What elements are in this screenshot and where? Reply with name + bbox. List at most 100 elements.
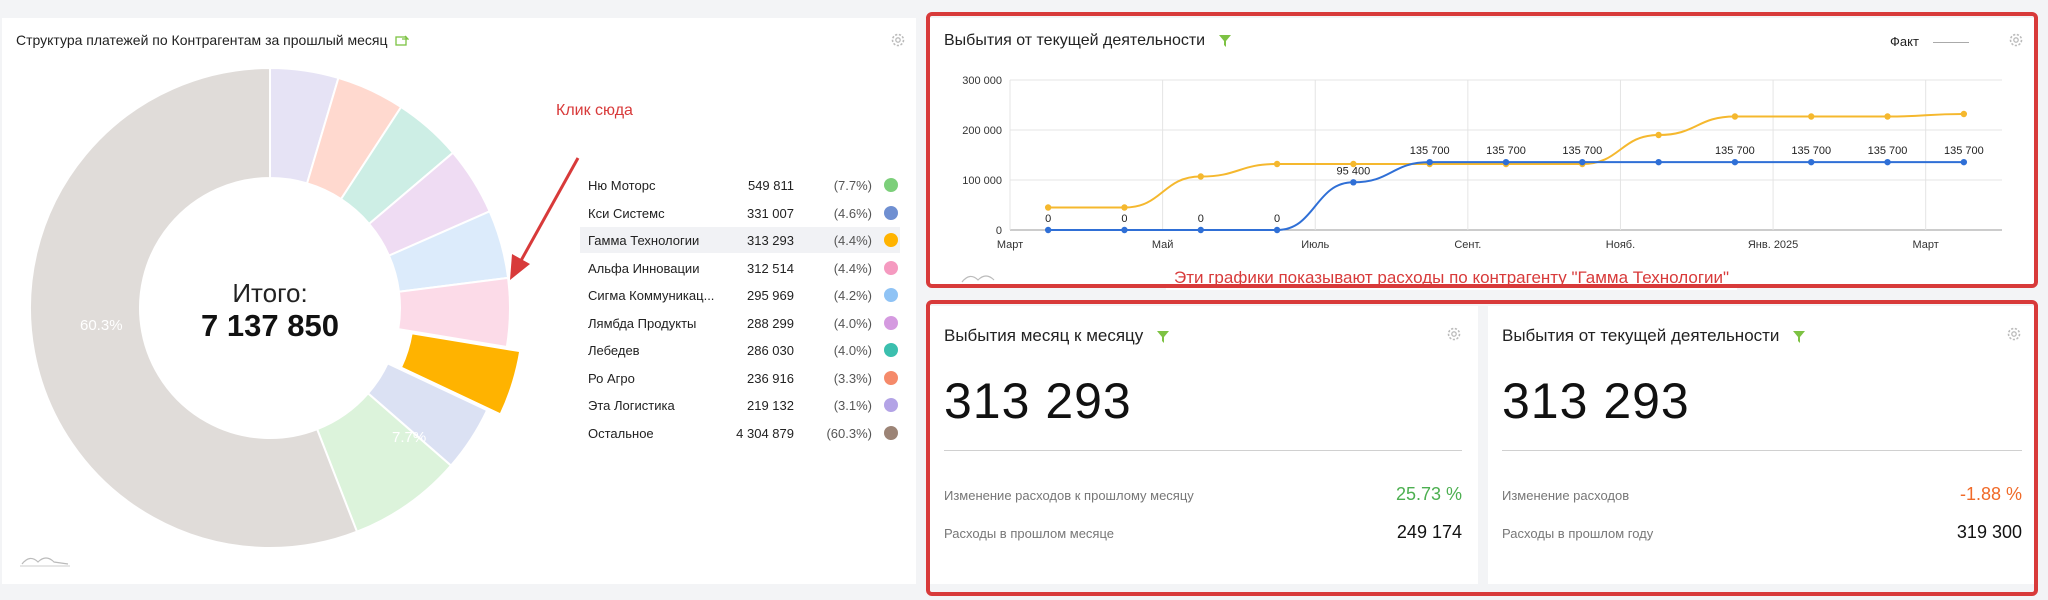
- data-point[interactable]: [1655, 131, 1662, 139]
- filter-icon[interactable]: [1792, 330, 1806, 344]
- legend-value: 313 293: [747, 233, 794, 248]
- legend-row[interactable]: Ро Агро 236 916 (3.3%): [580, 365, 900, 391]
- legend-value: 286 030: [747, 343, 794, 358]
- legend-row[interactable]: Кси Системс 331 007 (4.6%): [580, 200, 900, 226]
- legend-name: Гамма Технологии: [588, 233, 700, 248]
- donut-legend: Ню Моторс 549 811 (7.7%) Кси Системс 331 007…: [580, 172, 900, 452]
- kpi-year-value: 313 293: [1502, 373, 1690, 429]
- data-point[interactable]: [1044, 226, 1052, 234]
- x-tick-label: Март: [1913, 239, 1939, 251]
- line-chart-title-text: Выбытия от текущей деятельности: [944, 32, 1206, 49]
- legend-row[interactable]: Гамма Технологии 313 293 (4.4%): [580, 227, 900, 253]
- chart-type-icon[interactable]: [960, 272, 1000, 284]
- legend-value: 295 969: [747, 288, 794, 303]
- kpi-panel-month: Выбытия месяц к месяцу 313 293 Изменение…: [930, 306, 1478, 584]
- legend-dot: [884, 315, 898, 330]
- gear-icon[interactable]: [2008, 32, 2024, 48]
- data-point[interactable]: [1655, 158, 1662, 166]
- kpi-month-value: 313 293: [944, 373, 1132, 429]
- data-point[interactable]: [1044, 204, 1052, 211]
- legend-pct: (4.4%): [833, 233, 872, 248]
- data-point[interactable]: [1197, 173, 1204, 180]
- legend-pct: (7.7%): [833, 178, 872, 193]
- data-point[interactable]: [1197, 226, 1204, 234]
- series-line: [1048, 161, 1964, 232]
- donut-slice[interactable]: [29, 66, 359, 549]
- data-point[interactable]: [1960, 110, 1968, 118]
- data-point[interactable]: [1273, 226, 1281, 234]
- annotation-caption-text: Эти графики показывают расходы по контра…: [1174, 268, 1730, 287]
- filter-icon[interactable]: [1218, 34, 1232, 48]
- data-point[interactable]: [1808, 158, 1815, 166]
- legend-name: Эта Логистика: [588, 398, 675, 413]
- x-tick-label: Март: [997, 239, 1023, 251]
- legend-pct: (3.3%): [833, 370, 872, 386]
- data-point[interactable]: [1121, 226, 1128, 234]
- data-label: 135 700: [1944, 145, 1984, 157]
- kpi-year-prev-value: 319 300: [1956, 522, 2022, 542]
- filter-icon[interactable]: [1156, 330, 1170, 344]
- kpi-month-change-label: Изменение расходов к прошлому месяцу: [944, 488, 1194, 503]
- legend-dot: [884, 370, 898, 385]
- donut-center-label: Итого:: [232, 278, 308, 308]
- line-legend[interactable]: Факт: [1890, 34, 1969, 49]
- legend-name: Альфа Инновации: [588, 260, 700, 276]
- legend-pct: (60.3%): [826, 425, 872, 441]
- legend-row[interactable]: Остальное 4 304 879 (60.3%): [580, 420, 900, 446]
- y-tick-label: 0: [996, 225, 1002, 237]
- legend-value: 312 514: [747, 260, 794, 276]
- kpi-year-change-label: Изменение расходов: [1502, 488, 1630, 503]
- donut-center-value: 7 137 850: [201, 308, 339, 343]
- data-label: 95 400: [1337, 165, 1371, 177]
- export-icon[interactable]: [395, 35, 410, 47]
- data-point[interactable]: [1350, 179, 1357, 186]
- divider: [1502, 450, 2022, 451]
- legend-row[interactable]: Альфа Инновации 312 514 (4.4%): [580, 255, 900, 281]
- data-label: 135 700: [1562, 145, 1602, 157]
- legend-row[interactable]: Лебедев 286 030 (4.0%): [580, 337, 900, 363]
- legend-row[interactable]: Сигма Коммуникац... 295 969 (4.2%): [580, 282, 900, 308]
- legend-row[interactable]: Эта Логистика 219 132 (3.1%): [580, 392, 900, 418]
- x-tick-label: Янв. 2025: [1748, 239, 1798, 251]
- data-point[interactable]: [1350, 160, 1357, 168]
- data-label: 135 700: [1410, 145, 1450, 157]
- data-label: 0: [1045, 213, 1051, 225]
- data-label: 135 700: [1791, 145, 1831, 157]
- legend-name: Лямбда Продукты: [588, 315, 697, 331]
- x-tick-label: Сент.: [1454, 239, 1481, 251]
- gear-icon[interactable]: [2006, 326, 2022, 342]
- line-legend-label: Факт: [1890, 34, 1919, 49]
- kpi-month-change-value: 25.73 %: [1395, 484, 1462, 504]
- data-point[interactable]: [1884, 158, 1891, 166]
- donut-slice[interactable]: [397, 276, 511, 349]
- data-point[interactable]: [1731, 158, 1739, 166]
- legend-row[interactable]: Лямбда Продукты 288 299 (4.0%): [580, 310, 900, 336]
- data-point[interactable]: [1884, 113, 1891, 120]
- data-point[interactable]: [1121, 204, 1128, 211]
- legend-value: 288 299: [747, 315, 794, 331]
- kpi-year-prev-label: Расходы в прошлом году: [1502, 526, 1654, 541]
- kpi-year-title-text: Выбытия от текущей деятельности: [1502, 326, 1780, 345]
- line-chart: 0 100 000 200 000 300 000 Март Май Июль Сент. Но…: [962, 75, 2002, 251]
- annotation-arrow-icon: [510, 157, 580, 280]
- data-point[interactable]: [1731, 113, 1739, 120]
- click-here-annotation: Клик сюда: [556, 102, 633, 119]
- legend-row[interactable]: Ню Моторс 549 811 (7.7%): [580, 172, 900, 198]
- data-point[interactable]: [1273, 160, 1281, 168]
- legend-dot: [884, 260, 898, 275]
- data-label: 135 700: [1868, 145, 1908, 157]
- data-point[interactable]: [1426, 158, 1433, 166]
- data-point[interactable]: [1960, 158, 1968, 166]
- legend-name: Остальное: [588, 425, 654, 441]
- gear-icon[interactable]: [890, 32, 906, 48]
- donut-slice[interactable]: [399, 332, 522, 416]
- legend-name: Кси Системс: [588, 205, 665, 221]
- gear-icon[interactable]: [1446, 326, 1462, 342]
- data-point[interactable]: [1808, 113, 1815, 120]
- data-point[interactable]: [1579, 158, 1586, 166]
- legend-pct: (4.0%): [833, 315, 872, 331]
- kpi-month-title-text: Выбытия месяц к месяцу: [944, 326, 1144, 345]
- chart-type-icon[interactable]: [20, 552, 70, 568]
- y-tick-label: 200 000: [962, 125, 1002, 137]
- data-point[interactable]: [1502, 158, 1510, 166]
